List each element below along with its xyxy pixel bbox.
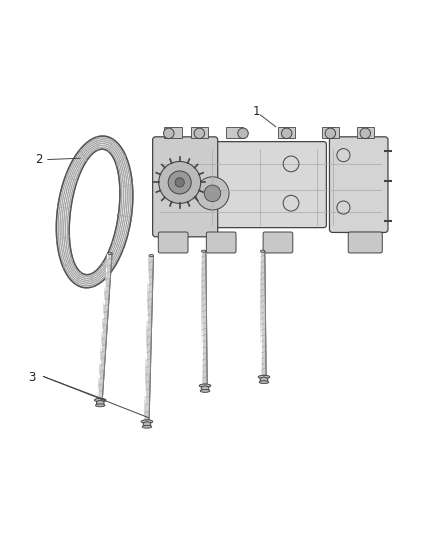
Polygon shape — [143, 422, 151, 427]
FancyBboxPatch shape — [329, 137, 388, 232]
Text: 2: 2 — [35, 153, 43, 166]
Ellipse shape — [261, 250, 265, 252]
Bar — [191, 127, 208, 138]
FancyBboxPatch shape — [348, 232, 382, 253]
Ellipse shape — [95, 399, 106, 402]
Text: 1: 1 — [252, 105, 260, 118]
Circle shape — [238, 128, 248, 139]
Circle shape — [325, 128, 336, 139]
Bar — [278, 127, 295, 138]
Ellipse shape — [259, 381, 269, 384]
FancyBboxPatch shape — [152, 137, 218, 237]
Circle shape — [175, 178, 184, 187]
FancyBboxPatch shape — [158, 232, 188, 253]
Bar — [321, 127, 339, 138]
Ellipse shape — [200, 390, 210, 392]
Circle shape — [360, 128, 371, 139]
FancyBboxPatch shape — [210, 142, 326, 228]
Ellipse shape — [149, 254, 153, 257]
Text: 3: 3 — [28, 372, 36, 384]
Bar — [164, 127, 182, 138]
Ellipse shape — [142, 425, 152, 428]
Ellipse shape — [199, 384, 211, 387]
Polygon shape — [145, 256, 153, 420]
Ellipse shape — [108, 252, 112, 254]
Circle shape — [168, 171, 191, 194]
Circle shape — [282, 128, 292, 139]
Polygon shape — [57, 136, 133, 288]
Polygon shape — [69, 149, 120, 274]
Polygon shape — [98, 253, 112, 399]
Ellipse shape — [141, 420, 153, 423]
Circle shape — [196, 177, 229, 210]
Circle shape — [159, 161, 201, 204]
Bar — [357, 127, 374, 138]
Ellipse shape — [201, 250, 206, 252]
Ellipse shape — [258, 375, 270, 378]
FancyBboxPatch shape — [263, 232, 293, 253]
Circle shape — [204, 185, 221, 201]
Ellipse shape — [95, 404, 105, 407]
Circle shape — [163, 128, 174, 139]
Polygon shape — [201, 251, 207, 384]
Circle shape — [194, 128, 205, 139]
FancyBboxPatch shape — [206, 232, 236, 253]
Polygon shape — [261, 251, 266, 376]
Polygon shape — [201, 386, 209, 391]
Polygon shape — [96, 400, 104, 405]
Polygon shape — [260, 377, 268, 382]
Bar — [226, 127, 243, 138]
